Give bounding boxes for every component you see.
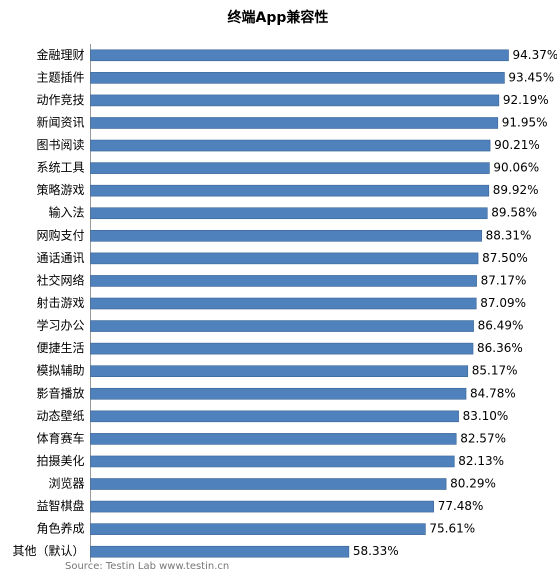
value-label: 80.29% <box>450 477 496 491</box>
bar <box>90 184 490 197</box>
value-label: 85.17% <box>472 364 518 378</box>
y-tick-label: 模拟辅助 <box>36 364 84 378</box>
bar <box>90 139 491 152</box>
y-tick-label: 浏览器 <box>48 476 84 491</box>
y-tick-label: 金融理财 <box>36 47 84 62</box>
y-tick-label: 系统工具 <box>36 161 84 175</box>
value-label: 88.31% <box>486 228 532 242</box>
y-tick-label: 拍摄美化 <box>36 453 84 468</box>
bar <box>90 117 499 129</box>
y-tick-label: 益智棋盘 <box>36 498 84 513</box>
value-label: 92.19% <box>503 93 549 107</box>
source: Source: Testin Lab www.testin.cn <box>65 561 229 572</box>
value-label: 86.36% <box>477 341 523 355</box>
value-label: 82.13% <box>458 454 504 468</box>
y-tick-label: 射击游戏 <box>36 295 84 310</box>
y-tick-label: 动作竞技 <box>36 93 84 107</box>
y-tick-label: 便捷生活 <box>36 341 84 355</box>
bar <box>90 455 455 468</box>
y-tick-label: 输入法 <box>48 205 84 220</box>
value-label: 84.78% <box>470 386 516 400</box>
bar <box>90 207 488 220</box>
value-label: 93.45% <box>508 70 554 84</box>
value-label: 89.92% <box>493 183 539 197</box>
bar <box>90 410 459 423</box>
y-tick-label: 体育赛车 <box>36 430 84 445</box>
y-tick-label: 角色养成 <box>36 521 84 536</box>
value-label: 58.33% <box>353 544 399 558</box>
y-tick-label: 动态壁纸 <box>36 408 84 423</box>
bar <box>90 162 490 174</box>
chart-title: 终端App兼容性 <box>228 9 329 26</box>
value-label: 75.61% <box>429 522 475 536</box>
bar <box>90 275 477 287</box>
y-tick-label: 图书阅读 <box>36 138 84 152</box>
value-label: 91.95% <box>502 115 548 129</box>
y-tick-label: 新闻资讯 <box>36 114 84 129</box>
bar <box>90 365 469 377</box>
bar <box>90 72 505 84</box>
value-label: 90.06% <box>493 161 539 175</box>
y-tick-label: 通话通讯 <box>36 251 84 265</box>
y-tick-label: 网购支付 <box>36 227 84 242</box>
y-tick-label: 策略游戏 <box>36 182 84 197</box>
y-tick-label: 影音播放 <box>36 385 84 400</box>
y-tick-label: 学习办公 <box>36 318 84 333</box>
bar <box>90 387 467 400</box>
value-label: 87.17% <box>481 273 527 287</box>
bar <box>90 297 477 310</box>
bar <box>90 342 474 355</box>
value-label: 94.37% <box>513 48 557 62</box>
bar <box>90 523 426 535</box>
value-label: 77.48% <box>438 499 484 513</box>
bar <box>90 320 474 332</box>
value-label: 90.21% <box>494 138 540 152</box>
y-tick-label: 社交网络 <box>36 272 84 287</box>
value-label: 86.49% <box>478 319 524 333</box>
bar <box>90 230 482 242</box>
value-label: 82.57% <box>460 431 506 445</box>
bar <box>90 252 479 265</box>
bar <box>90 545 350 558</box>
bar <box>90 500 434 513</box>
value-label: 87.09% <box>480 296 526 310</box>
bar <box>90 433 457 445</box>
y-tick-label: 其他（默认） <box>12 543 84 558</box>
bar <box>90 478 447 490</box>
value-label: 83.10% <box>463 409 509 423</box>
bar <box>90 49 509 62</box>
bar <box>90 94 500 107</box>
y-tick-label: 主题插件 <box>36 70 84 84</box>
value-label: 89.58% <box>491 206 537 220</box>
value-label: 87.50% <box>482 251 528 265</box>
